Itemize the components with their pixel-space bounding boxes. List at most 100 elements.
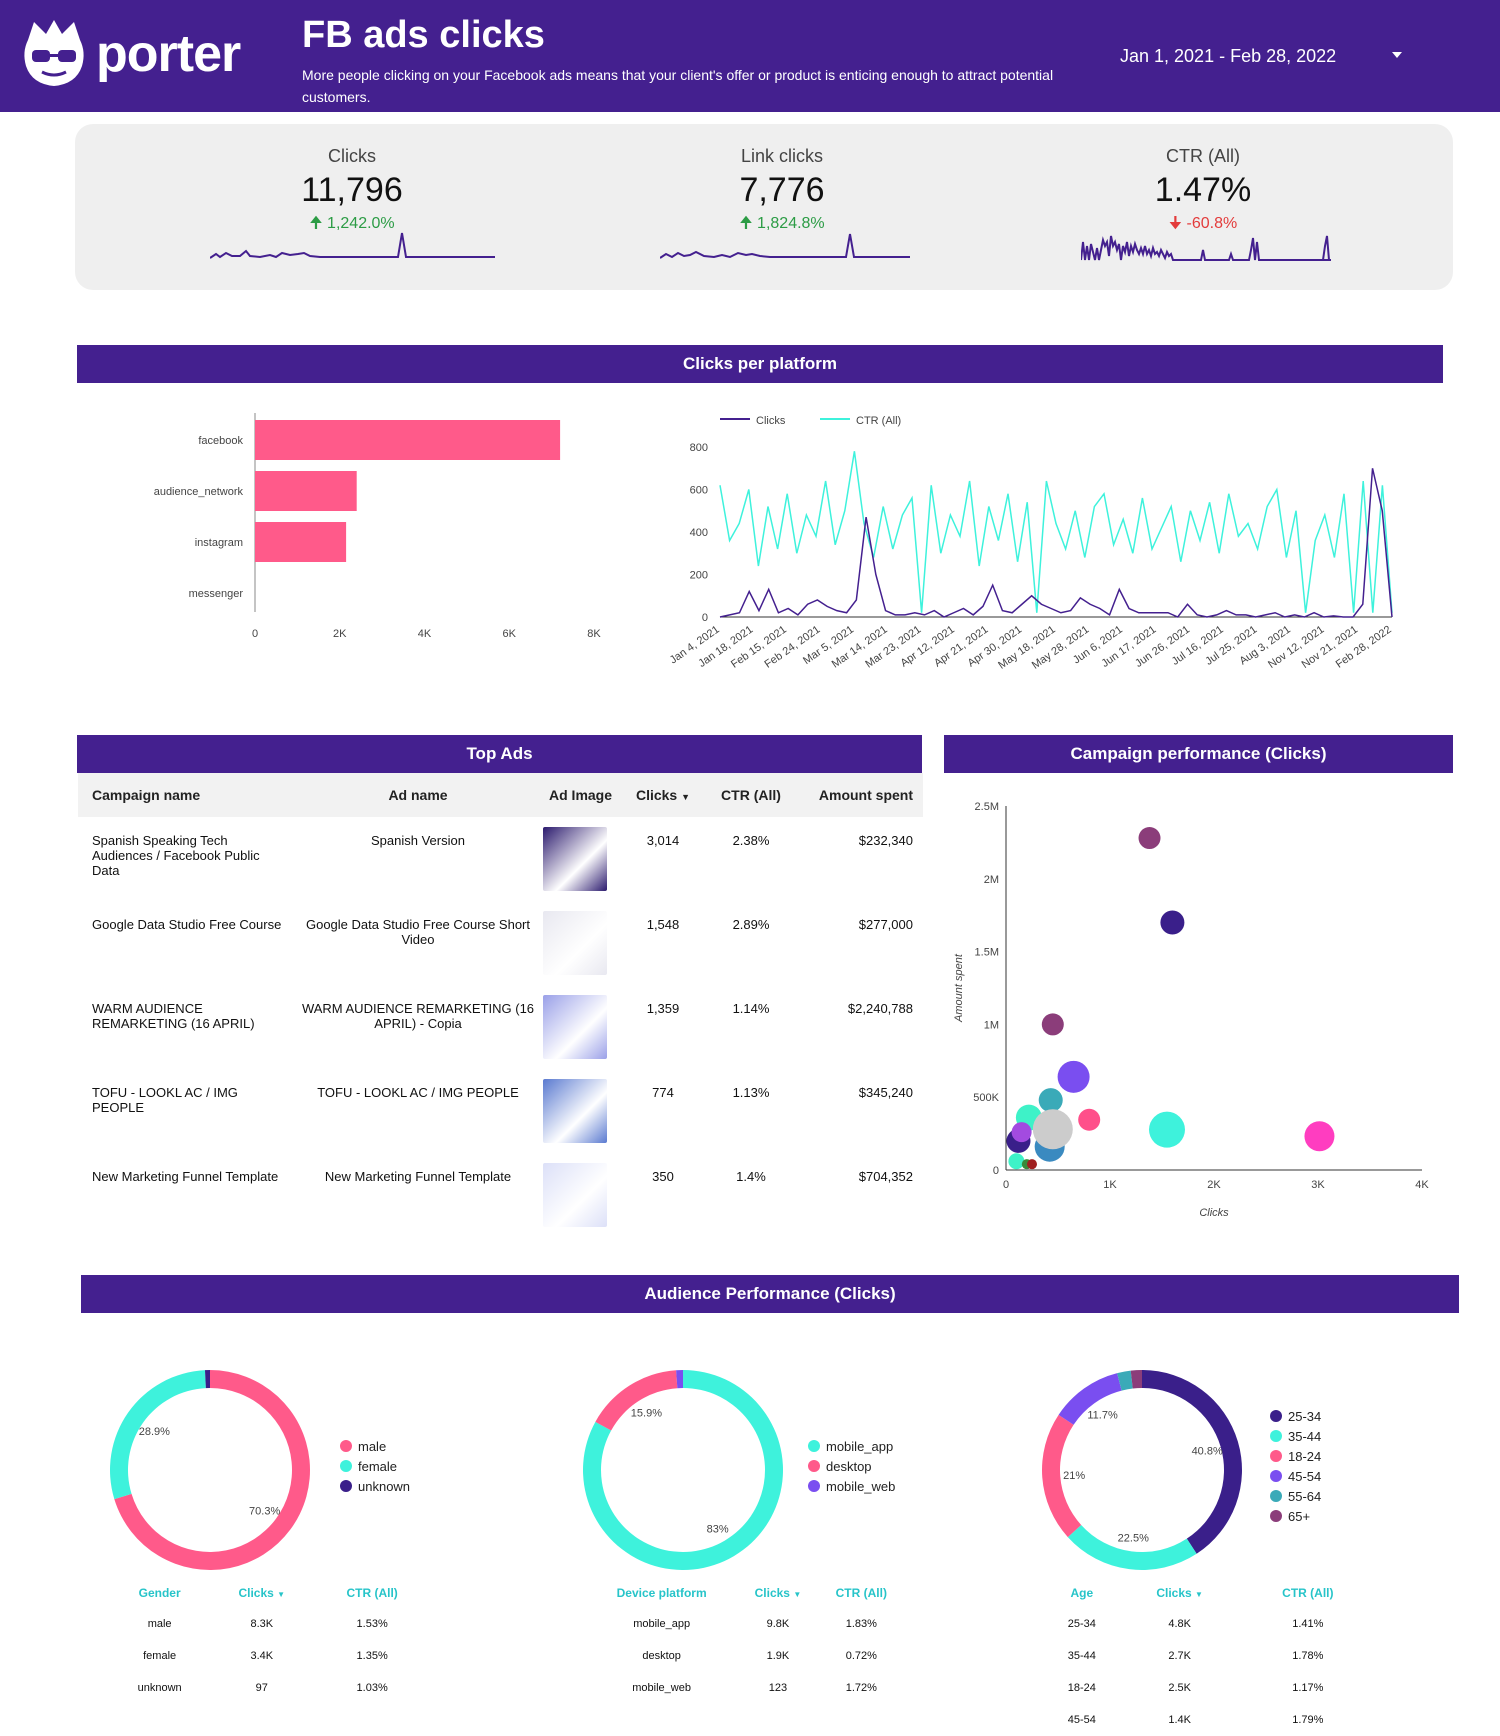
ad-thumbnail[interactable]	[543, 827, 607, 891]
table-row[interactable]: desktop 1.9K 0.72%	[585, 1640, 905, 1672]
legend-item[interactable]: 25-34	[1270, 1406, 1321, 1426]
table-row[interactable]: New Marketing Funnel Template New Market…	[78, 1153, 923, 1237]
col-dimension[interactable]: Device platform	[616, 1586, 707, 1600]
legend-item[interactable]: 65+	[1270, 1506, 1321, 1526]
table-cell: 1.72%	[845, 1682, 877, 1694]
ad-thumbnail[interactable]	[543, 911, 607, 975]
x-tick-label: 8K	[587, 628, 601, 640]
legend-item[interactable]: 18-24	[1270, 1446, 1321, 1466]
sort-desc-icon[interactable]: ▼	[681, 792, 691, 802]
ad-thumbnail[interactable]	[543, 1163, 607, 1227]
col-ctr[interactable]: CTR (All)	[346, 1586, 398, 1600]
cell-ad-image[interactable]	[543, 1069, 621, 1153]
donut-slice-35-44	[1067, 1524, 1197, 1570]
sort-desc-icon[interactable]: ▼	[1195, 1590, 1203, 1599]
porter-logo[interactable]: porter	[20, 18, 241, 90]
kpi-label: Link clicks	[740, 146, 824, 166]
date-range-picker[interactable]: Jan 1, 2021 - Feb 28, 2022	[1120, 46, 1410, 72]
table-cell: 35-44	[1067, 1650, 1096, 1662]
cell-ctr: 1.13%	[732, 1085, 770, 1100]
sort-desc-icon[interactable]: ▼	[793, 1590, 802, 1599]
sort-desc-icon[interactable]: ▼	[277, 1590, 286, 1599]
cell-ad-image[interactable]	[543, 901, 621, 985]
table-row[interactable]: Spanish Speaking Tech Audiences / Facebo…	[78, 817, 923, 901]
table-row[interactable]: 18-24 2.5K 1.17%	[1045, 1672, 1375, 1704]
legend-item[interactable]: female	[340, 1456, 410, 1476]
slice-label: 15.9%	[631, 1408, 662, 1420]
table-cell: mobile_app	[633, 1618, 691, 1630]
legend-item[interactable]: desktop	[808, 1456, 895, 1476]
col-dimension[interactable]: Age	[1070, 1586, 1094, 1600]
legend-label: 55-64	[1288, 1488, 1322, 1504]
arrow-down-icon: 🠋	[1168, 215, 1187, 232]
clicks-series-line	[719, 468, 1393, 618]
kpi-delta: 🠉 1,242.0%	[309, 215, 395, 232]
col-dimension[interactable]: Gender	[138, 1586, 181, 1600]
kpi-label: CTR (All)	[1166, 146, 1240, 166]
y-left-tick: 200	[690, 570, 708, 582]
col-clicks[interactable]: Clicks ▼	[1156, 1586, 1203, 1600]
table-cell: 1.83%	[845, 1618, 877, 1630]
table-row[interactable]: WARM AUDIENCE REMARKETING (16 APRIL) WAR…	[78, 985, 923, 1069]
cell-ad-image[interactable]	[543, 817, 621, 901]
col-clicks[interactable]: Clicks ▼	[621, 773, 705, 817]
table-cell: 1.9K	[766, 1650, 790, 1662]
ad-thumbnail[interactable]	[543, 1079, 607, 1143]
col-campaign-name[interactable]: Campaign name	[78, 773, 293, 817]
table-row[interactable]: unknown 97 1.03%	[110, 1672, 430, 1704]
legend-label: 45-54	[1288, 1468, 1322, 1484]
table-row[interactable]: mobile_app 9.8K 1.83%	[585, 1608, 905, 1640]
table-cell: 1.41%	[1292, 1618, 1324, 1630]
legend-label: male	[358, 1438, 387, 1454]
col-ad-image[interactable]: Ad Image	[543, 773, 621, 817]
ad-thumbnail[interactable]	[543, 995, 607, 1059]
col-ctr[interactable]: CTR (All)	[1282, 1586, 1334, 1600]
legend-label: female	[358, 1458, 398, 1474]
col-ctr[interactable]: CTR (All)	[705, 773, 797, 817]
kpi-value: 1.47%	[1154, 171, 1252, 209]
cell-amount-spent: $232,340	[858, 833, 913, 848]
table-cell: 97	[255, 1682, 268, 1694]
category-label: instagram	[195, 537, 243, 549]
table-row[interactable]: female 3.4K 1.35%	[110, 1640, 430, 1672]
cell-ad-image[interactable]	[543, 1153, 621, 1237]
legend-label: mobile_app	[826, 1438, 894, 1454]
legend-item[interactable]: 45-54	[1270, 1466, 1321, 1486]
table-cell: 2.5K	[1168, 1682, 1191, 1694]
cell-ad-image[interactable]	[543, 985, 621, 1069]
legend-item[interactable]: mobile_app	[808, 1436, 895, 1456]
legend-item[interactable]: mobile_web	[808, 1476, 895, 1496]
col-ctr[interactable]: CTR (All)	[835, 1586, 887, 1600]
scatter-point	[1041, 1013, 1064, 1036]
age-donut-chart: 40.8% 22.5% 21% 11.7%	[1042, 1370, 1242, 1570]
legend-item[interactable]: unknown	[340, 1476, 410, 1496]
table-row[interactable]: 35-44 2.7K 1.78%	[1045, 1640, 1375, 1672]
table-cell: 1.79%	[1292, 1714, 1324, 1726]
legend-label: desktop	[826, 1458, 872, 1474]
y-tick-label: 2.5M	[975, 801, 999, 813]
legend-item[interactable]: male	[340, 1436, 410, 1456]
table-row[interactable]: mobile_web 123 1.72%	[585, 1672, 905, 1704]
donut-slice-unknown	[204, 1370, 210, 1389]
col-clicks[interactable]: Clicks ▼	[754, 1586, 802, 1600]
table-cell: 0.72%	[845, 1650, 877, 1662]
legend-item[interactable]: 35-44	[1270, 1426, 1321, 1446]
x-tick-label: 6K	[503, 628, 517, 640]
col-ad-name[interactable]: Ad name	[293, 773, 543, 817]
table-row[interactable]: 25-34 4.8K 1.41%	[1045, 1608, 1375, 1640]
table-row[interactable]: Google Data Studio Free Course Google Da…	[78, 901, 923, 985]
legend-dot	[340, 1460, 352, 1472]
scatter-point	[1011, 1122, 1032, 1143]
col-clicks[interactable]: Clicks ▼	[238, 1586, 286, 1600]
table-row[interactable]: 45-54 1.4K 1.79%	[1045, 1704, 1375, 1736]
col-amount-spent[interactable]: Amount spent	[797, 773, 923, 817]
cell-amount-spent: $277,000	[858, 917, 913, 932]
donut-slice-45-54	[1058, 1373, 1122, 1425]
page-title: FB ads clicks	[302, 14, 545, 56]
table-row[interactable]: TOFU - LOOKL AC / IMG PEOPLE TOFU - LOOK…	[78, 1069, 923, 1153]
caret-down-icon[interactable]	[1392, 52, 1402, 58]
table-row[interactable]: male 8.3K 1.53%	[110, 1608, 430, 1640]
legend-item[interactable]: 55-64	[1270, 1486, 1321, 1506]
table-cell: 8.3K	[250, 1618, 274, 1630]
